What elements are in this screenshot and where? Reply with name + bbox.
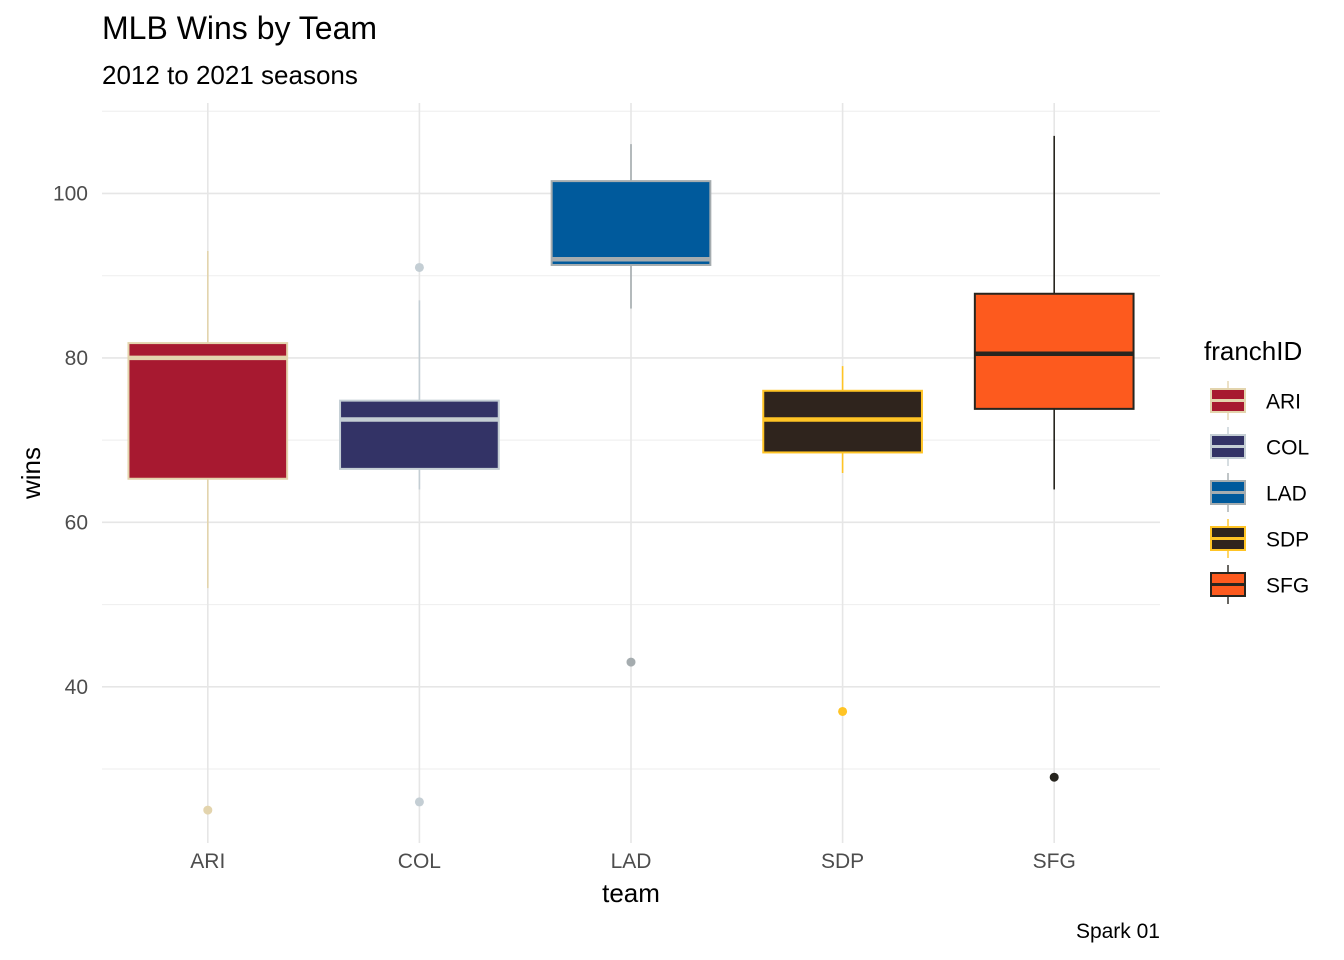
iqr-box <box>127 342 289 480</box>
legend-key-sdp: SDP <box>1210 519 1309 558</box>
box-sfg <box>973 135 1135 782</box>
box-series <box>127 135 1135 815</box>
iqr-box <box>339 399 500 470</box>
y-tick-label: 40 <box>65 676 88 699</box>
outlier-point <box>838 706 848 716</box>
box-lad <box>550 144 712 667</box>
legend-title: franchID <box>1204 336 1302 366</box>
legend-label: COL <box>1266 437 1309 460</box>
outlier-point <box>203 805 213 815</box>
iqr-box <box>973 292 1135 410</box>
legend-key-sfg: SFG <box>1210 565 1309 604</box>
x-tick-label: COL <box>398 850 441 873</box>
x-axis-title: team <box>602 878 660 908</box>
box-col <box>339 262 500 807</box>
legend-key-ari: ARI <box>1210 381 1301 420</box>
iqr-box <box>550 180 712 266</box>
x-tick-label: LAD <box>611 850 652 873</box>
x-tick-label: SFG <box>1033 850 1076 873</box>
chart-caption: Spark 01 <box>1075 920 1160 943</box>
outlier-point <box>414 262 424 272</box>
legend-key-col: COL <box>1210 427 1309 466</box>
outlier-point <box>626 657 636 667</box>
y-axis-title: wins <box>16 447 46 500</box>
legend-label: LAD <box>1266 483 1307 506</box>
outlier-point <box>1049 772 1059 782</box>
outlier-point <box>414 797 424 807</box>
legend-key-lad: LAD <box>1210 473 1307 512</box>
y-tick-label: 80 <box>65 347 88 370</box>
x-tick-label: SDP <box>821 850 864 873</box>
y-tick-label: 100 <box>53 182 88 205</box>
box-sdp <box>762 366 923 716</box>
legend-label: SFG <box>1266 575 1309 598</box>
y-tick-label: 60 <box>65 511 88 534</box>
legend-label: SDP <box>1266 529 1309 552</box>
box-ari <box>127 251 289 815</box>
chart-title: MLB Wins by Team <box>102 10 378 46</box>
legend-label: ARI <box>1266 391 1301 414</box>
x-tick-label: ARI <box>190 850 225 873</box>
chart-subtitle: 2012 to 2021 seasons <box>102 60 358 90</box>
legend: franchID ARI COL LAD SDP SFG <box>1204 336 1309 604</box>
x-tick-labels: ARI COL LAD SDP SFG <box>190 850 1075 873</box>
y-tick-labels: 40 60 80 100 <box>53 182 88 698</box>
